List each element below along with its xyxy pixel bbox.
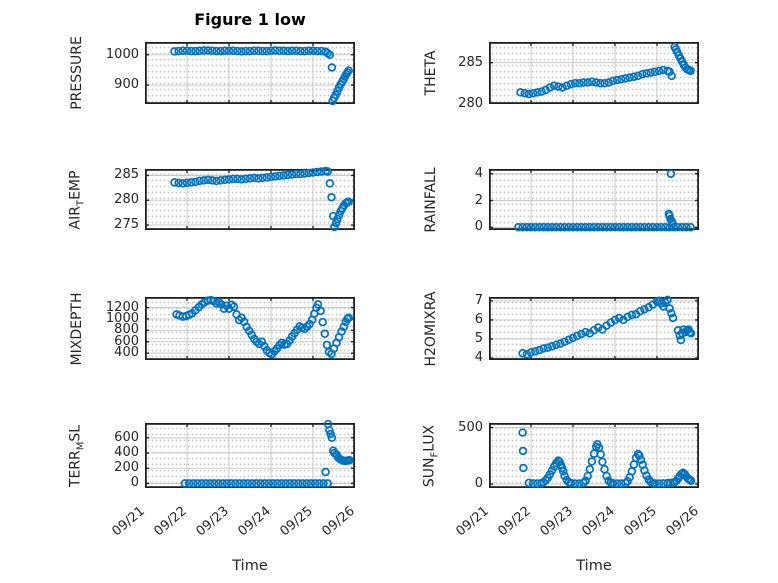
plot-area-terr-msl [145, 423, 355, 488]
y-tick-label: 4 [474, 165, 483, 181]
y-tick-label: 400 [114, 445, 139, 461]
axes-rainfall [488, 168, 699, 232]
y-tick-label: 285 [114, 167, 139, 183]
data-points-pressure [170, 46, 353, 106]
y-axis-label-rainfall: RAINFALL [423, 167, 439, 232]
y-tick-label: 0 [474, 219, 483, 235]
y-tick-label: 800 [114, 322, 139, 338]
y-tick-label: 0 [130, 475, 139, 491]
y-tick-label: 900 [114, 77, 139, 93]
y-tick-label: 285 [458, 54, 483, 70]
y-tick-label: 4 [474, 350, 483, 366]
y-tick-label: 6 [474, 311, 483, 327]
y-axis-label-terr-msl: TERRMSL [68, 424, 87, 486]
data-points-terr-msl [180, 419, 354, 488]
y-tick-label: 275 [114, 217, 139, 233]
plot-area-rainfall [489, 169, 699, 230]
data-points-theta [516, 42, 695, 99]
axes-theta [488, 41, 699, 105]
data-points-air-temp [170, 166, 353, 232]
y-axis-label-text: PRESSURE [69, 36, 85, 110]
axes-air-temp [144, 166, 355, 232]
plot-area-sun-flux [489, 423, 699, 488]
y-axis-label-subscript: T [75, 199, 87, 206]
y-tick-label: 1000 [105, 46, 139, 62]
y-axis-label-text: H2OMIXRA [423, 291, 439, 366]
x-axis-label: Time [576, 558, 612, 574]
y-tick-label: 2 [474, 192, 483, 208]
data-points-mixdepth [172, 295, 353, 359]
y-axis-label-h2omixra: H2OMIXRA [423, 291, 439, 366]
x-axis-label: Time [232, 558, 268, 574]
y-axis-label-text: SUN [421, 457, 438, 487]
data-points-rainfall [514, 169, 695, 232]
y-axis-label-text: LUX [421, 424, 438, 452]
y-axis-label-theta: THETA [423, 51, 439, 96]
axes-terr-msl [144, 419, 355, 489]
y-axis-label-sun-flux: SUNFLUX [422, 424, 441, 486]
data-points-sun-flux [518, 428, 696, 488]
y-axis-label-mixdepth: MIXDEPTH [69, 292, 85, 365]
axes-h2omixra [488, 295, 699, 361]
data-points-h2omixra [518, 295, 696, 359]
y-axis-label-text: SL [67, 424, 84, 442]
axes-sun-flux [488, 422, 699, 489]
y-tick-label: 1000 [105, 310, 139, 326]
y-axis-label-text: AIR [67, 205, 84, 229]
figure-title: Figure 1 low [194, 10, 306, 29]
y-axis-label-text: MIXDEPTH [69, 292, 85, 365]
y-axis-label-pressure: PRESSURE [69, 36, 85, 110]
y-tick-label: 500 [458, 419, 483, 435]
y-tick-label: 0 [474, 476, 483, 492]
y-tick-label: 600 [114, 429, 139, 445]
y-axis-label-text: TERR [67, 449, 84, 487]
y-tick-label: 280 [114, 192, 139, 208]
y-axis-label-text: THETA [423, 50, 439, 96]
y-tick-label: 600 [114, 333, 139, 349]
y-tick-label: 1200 [105, 299, 139, 315]
y-axis-label-subscript: M [75, 441, 87, 450]
y-tick-label: 280 [458, 96, 483, 111]
y-tick-label: 400 [114, 345, 139, 361]
axes-pressure [144, 41, 355, 106]
y-axis-label-text: EMP [67, 170, 84, 200]
axes-mixdepth [144, 295, 355, 361]
y-tick-label: 7 [474, 292, 483, 308]
y-axis-label-text: RAINFALL [423, 166, 439, 233]
y-tick-label: 5 [474, 331, 483, 346]
y-tick-label: 200 [114, 460, 139, 476]
y-axis-label-air-temp: AIRTEMP [68, 170, 87, 229]
